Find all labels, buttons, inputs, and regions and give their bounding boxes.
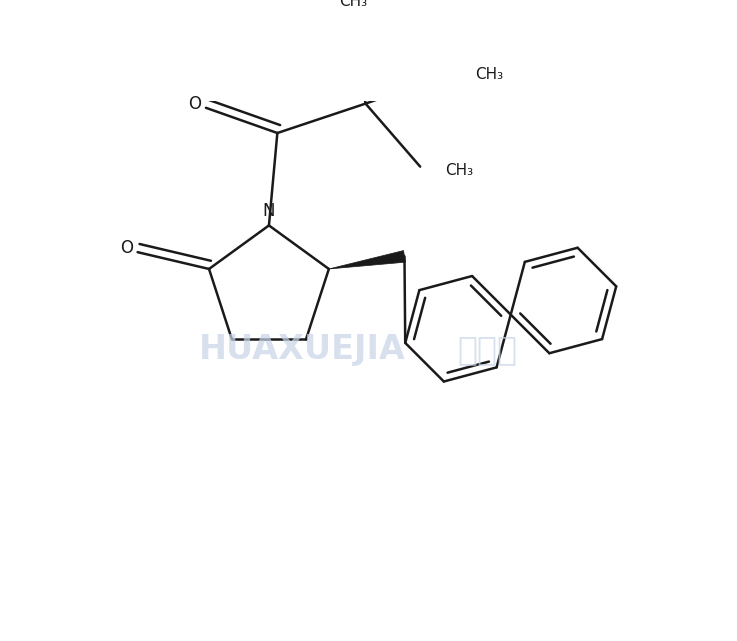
Text: O: O bbox=[120, 239, 133, 257]
Text: 化学加: 化学加 bbox=[458, 333, 517, 366]
Text: O: O bbox=[189, 95, 201, 113]
Text: N: N bbox=[262, 202, 275, 220]
Text: CH₃: CH₃ bbox=[445, 163, 473, 178]
Text: HUAXUEJIA: HUAXUEJIA bbox=[199, 333, 406, 366]
Polygon shape bbox=[329, 251, 405, 269]
Text: CH₃: CH₃ bbox=[339, 0, 367, 9]
Text: CH₃: CH₃ bbox=[475, 67, 503, 81]
